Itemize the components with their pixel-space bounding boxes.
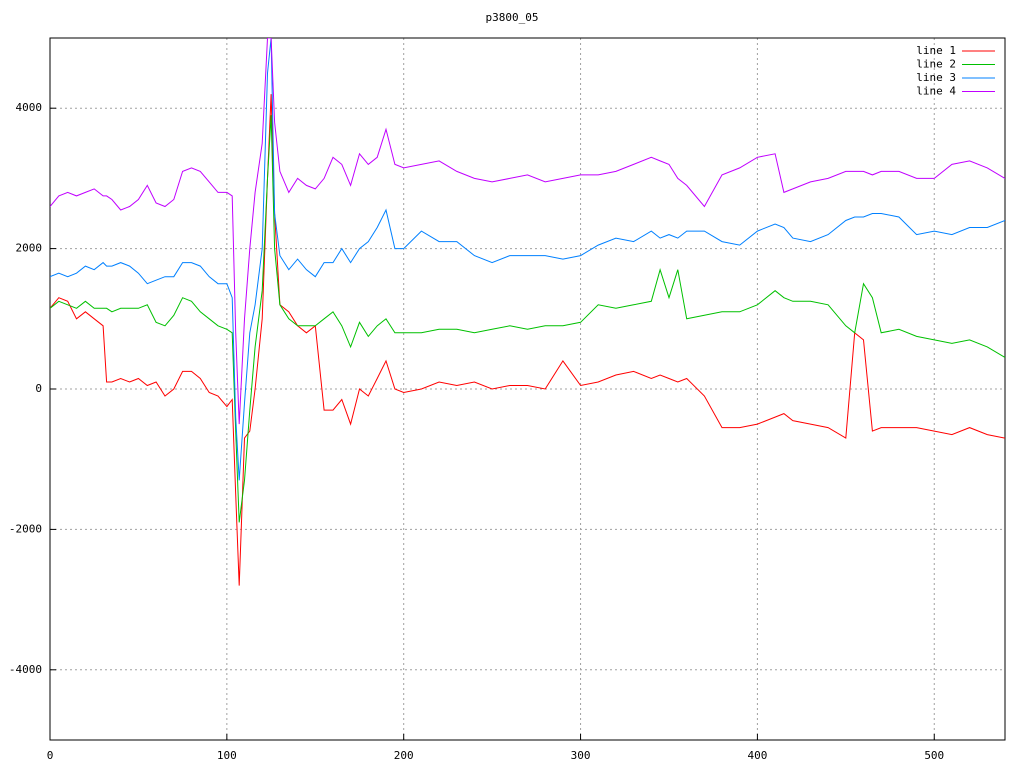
y-tick-label: -4000 <box>9 663 42 676</box>
plot-area <box>50 38 1005 586</box>
line-series <box>50 115 1005 523</box>
plot-frame <box>49 37 1006 741</box>
line-series <box>50 38 1005 481</box>
x-tick-label: 500 <box>924 749 944 762</box>
y-tick-label: 2000 <box>16 242 43 255</box>
x-tick-label: 0 <box>47 749 54 762</box>
x-tick-label: 100 <box>217 749 237 762</box>
y-tick-label: 0 <box>35 382 42 395</box>
legend-label: line 1 <box>916 44 956 57</box>
legend-label: line 2 <box>916 58 956 71</box>
legend-label: line 3 <box>916 71 956 84</box>
y-tick-label: 4000 <box>16 101 43 114</box>
line-series <box>50 38 1005 425</box>
line-series <box>50 94 1005 586</box>
y-tick-label: -2000 <box>9 522 42 535</box>
x-tick-label: 200 <box>394 749 414 762</box>
x-tick-label: 400 <box>747 749 767 762</box>
chart-title: p3800_05 <box>486 11 539 24</box>
x-tick-label: 300 <box>571 749 591 762</box>
legend-label: line 4 <box>916 85 956 98</box>
